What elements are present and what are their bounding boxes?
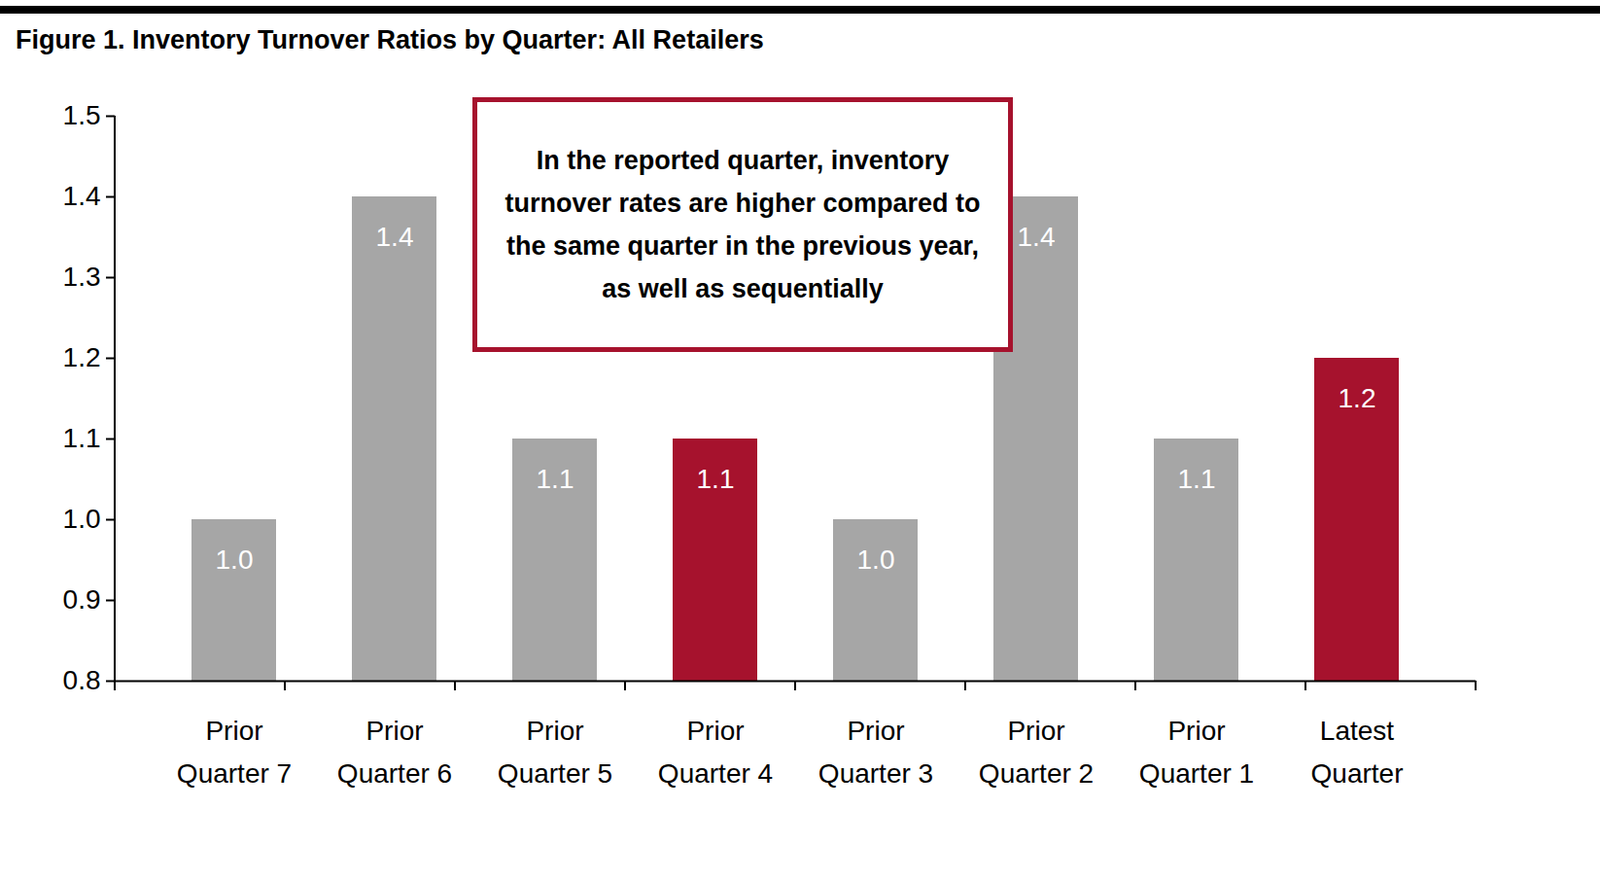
svg-text:1.1: 1.1 — [1178, 463, 1217, 494]
svg-text:LatestQuarter: LatestQuarter — [1311, 715, 1404, 788]
svg-text:1.2: 1.2 — [1338, 382, 1377, 414]
svg-text:PriorQuarter 6: PriorQuarter 6 — [337, 715, 453, 788]
svg-text:1.4: 1.4 — [1017, 221, 1056, 252]
svg-text:PriorQuarter 3: PriorQuarter 3 — [818, 715, 934, 788]
svg-text:1.0: 1.0 — [63, 503, 102, 534]
svg-text:1.3: 1.3 — [63, 261, 102, 292]
html-text:Figure 1. Inventory Turnover R: Figure 1. Inventory Turnover Ratios by Q… — [15, 25, 764, 55]
svg-text:PriorQuarter 5: PriorQuarter 5 — [497, 715, 613, 788]
svg-text:PriorQuarter 1: PriorQuarter 1 — [1139, 715, 1254, 788]
svg-text:1.4: 1.4 — [63, 180, 102, 211]
svg-text:PriorQuarter 7: PriorQuarter 7 — [176, 715, 292, 788]
svg-text:1.1: 1.1 — [536, 463, 575, 494]
svg-text:1.2: 1.2 — [63, 342, 102, 373]
svg-text:1.5: 1.5 — [63, 100, 102, 131]
svg-text:PriorQuarter 2: PriorQuarter 2 — [978, 715, 1094, 788]
svg-text:0.8: 0.8 — [63, 664, 102, 696]
svg-text:1.1: 1.1 — [696, 463, 735, 494]
html-text:In the reported quarter, inven: In the reported quarter, inventory turno… — [504, 145, 981, 304]
svg-text:0.9: 0.9 — [63, 584, 102, 615]
svg-text:PriorQuarter 4: PriorQuarter 4 — [658, 715, 773, 788]
svg-text:1.0: 1.0 — [857, 544, 896, 575]
svg-text:1.0: 1.0 — [215, 544, 254, 575]
svg-text:1.1: 1.1 — [63, 422, 102, 453]
svg-text:1.4: 1.4 — [376, 221, 415, 252]
